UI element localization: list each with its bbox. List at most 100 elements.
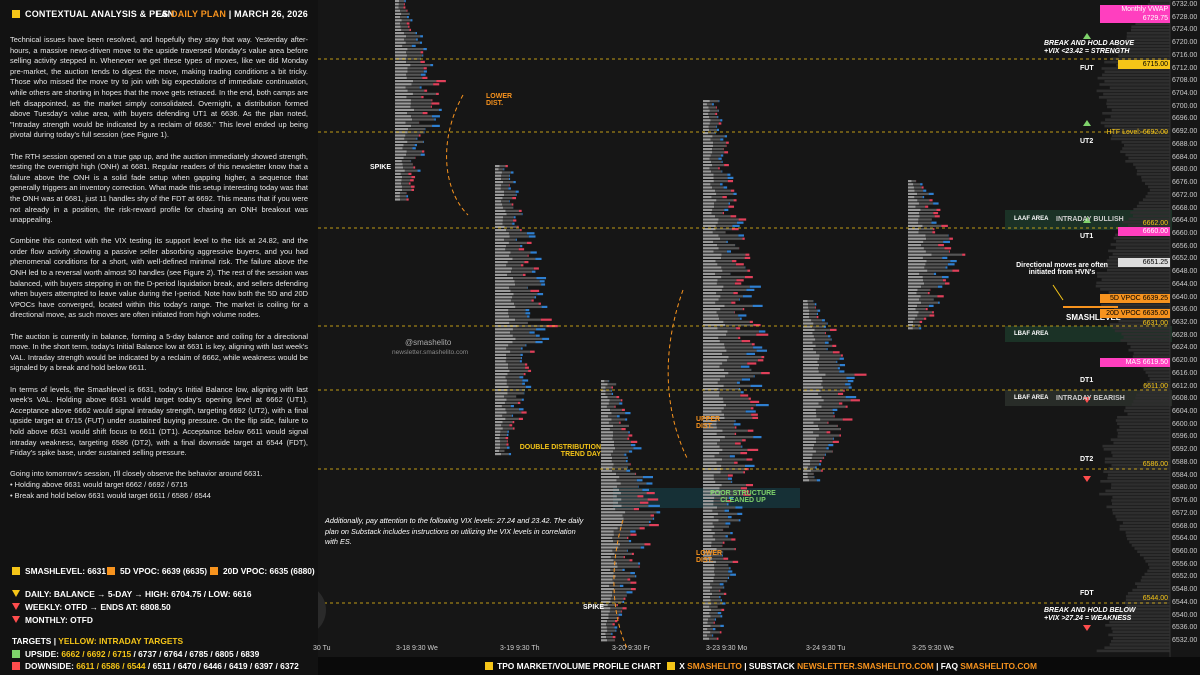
- tpo-bar: [401, 185, 411, 188]
- tpo-bar: [656, 511, 661, 514]
- tpo-bar: [908, 320, 914, 323]
- tpo-bar: [720, 119, 723, 122]
- tpo-bar: [712, 522, 726, 525]
- tpo-bar: [395, 115, 412, 118]
- plan: DAILY PLAN: [171, 9, 227, 19]
- tpo-bar: [495, 446, 501, 449]
- tpo-bar: [718, 157, 722, 160]
- tpo-bar: [914, 189, 924, 192]
- tpo-bar: [1109, 620, 1170, 624]
- tpo-bar: [832, 351, 840, 354]
- tpo-bar: [724, 151, 729, 154]
- tpo-bar: [703, 605, 710, 608]
- tpo-bar: [733, 292, 738, 295]
- tpo-bar: [1120, 617, 1170, 621]
- tpo-bar: [803, 344, 816, 347]
- tpo-bar: [615, 508, 634, 511]
- tpo-bar: [506, 357, 522, 360]
- downside-other: / 6511 / 6470 / 6446 / 6419 / 6397 / 637…: [147, 661, 299, 671]
- tpo-bar: [624, 453, 627, 456]
- tpo-bar: [919, 215, 935, 218]
- tpo-bar: [1150, 0, 1170, 3]
- tpo-bar: [395, 131, 408, 134]
- tpo-bar: [715, 260, 733, 263]
- tpo-bar: [731, 228, 739, 231]
- tpo-bar: [837, 367, 840, 370]
- tpo-bar: [825, 453, 826, 456]
- tpo-bar: [1129, 540, 1170, 544]
- annotation: BREAK AND HOLD ABOVE: [1044, 40, 1135, 47]
- axis-label: 6728.00: [1172, 13, 1198, 21]
- tpo-bar: [495, 171, 502, 174]
- tpo-bar: [803, 447, 814, 450]
- tpo-bar: [612, 466, 628, 469]
- tpo-bar: [848, 386, 852, 389]
- tpo-bar: [743, 471, 745, 474]
- tpo-bar: [1114, 307, 1170, 310]
- tpo-bar: [495, 245, 506, 248]
- tpo-bar: [809, 312, 817, 315]
- tpo-bar: [605, 386, 612, 389]
- tpo-bar: [495, 251, 511, 254]
- tpo-bar: [601, 444, 615, 447]
- tpo-bar: [1110, 243, 1170, 246]
- tpo-bar: [395, 16, 401, 19]
- tpo-bar: [521, 213, 523, 216]
- tpo-bar: [395, 22, 401, 25]
- tpo-bar: [611, 453, 625, 456]
- tpo-bar: [635, 472, 637, 475]
- tpo-bar: [757, 359, 764, 362]
- tpo-bar: [1139, 390, 1170, 393]
- tpo-bar: [642, 476, 653, 479]
- tpo-bar: [803, 354, 820, 357]
- tpo-bar: [1125, 531, 1170, 534]
- tpo-bar: [718, 314, 739, 317]
- axis-label: 6540.00: [1172, 611, 1198, 619]
- tpo-bar: [395, 28, 402, 31]
- axis-label: 6632.00: [1172, 319, 1198, 326]
- tpo-bar: [438, 108, 442, 111]
- axis-label: 6672.00: [1172, 191, 1198, 199]
- tpo-bar: [703, 464, 722, 467]
- tpo-bar: [495, 398, 507, 401]
- tpo-bar: [419, 86, 422, 89]
- tpo-bar: [406, 153, 421, 156]
- tpo-bar: [1115, 419, 1170, 422]
- tpo-bar: [625, 511, 657, 514]
- tpo-bar: [703, 173, 714, 176]
- paragraph: Going into tomorrow's session, I'll clos…: [10, 469, 263, 479]
- tpo-bar: [926, 237, 950, 240]
- tpo-bar: [738, 234, 744, 237]
- tpo-bar: [1148, 185, 1170, 189]
- tpo-bar: [717, 244, 736, 247]
- tpo-bar: [803, 450, 816, 453]
- tpo-bar: [919, 212, 934, 215]
- price-tag: 20D VPOC 6635.00: [1100, 309, 1170, 318]
- tpo-bar: [709, 128, 717, 131]
- tpo-bar: [703, 516, 714, 519]
- tpo-bar: [803, 472, 808, 475]
- tpo-bar: [734, 282, 742, 285]
- tpo-bar: [601, 568, 611, 571]
- bracket: [613, 519, 629, 651]
- tpo-bar: [422, 54, 424, 57]
- tpo-bar: [1145, 195, 1170, 198]
- tpo-bar: [507, 430, 509, 433]
- tpo-bar: [914, 317, 924, 320]
- tpo-bar: [422, 150, 425, 153]
- tpo-bar: [398, 6, 404, 9]
- tpo-bar: [395, 41, 406, 44]
- tpo-bar: [746, 458, 753, 461]
- tpo-bar: [925, 308, 928, 311]
- tpo-bar: [1146, 380, 1170, 384]
- tpo-bar: [840, 354, 843, 357]
- tpo-bar: [508, 177, 511, 180]
- tpo-bar: [601, 396, 608, 399]
- tpo-bar: [512, 197, 517, 200]
- tpo-bar: [703, 416, 725, 419]
- tpo-bar: [703, 176, 714, 179]
- tpo-bar: [601, 616, 609, 619]
- axis-label: 6668.00: [1172, 204, 1198, 212]
- tpo-bar: [616, 495, 638, 498]
- tpo-bar: [395, 51, 407, 54]
